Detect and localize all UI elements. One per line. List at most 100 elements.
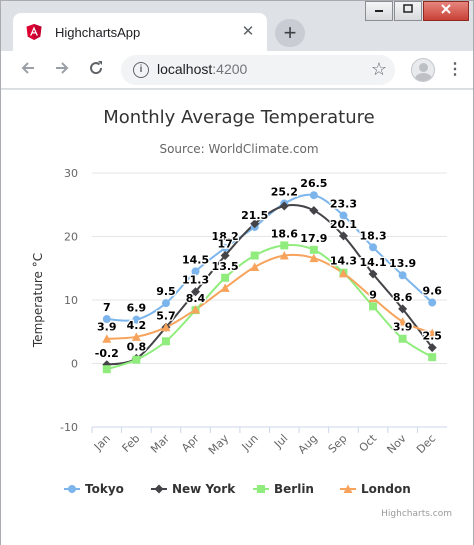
data-point-london[interactable]	[309, 253, 319, 263]
data-point-new-york[interactable]	[309, 205, 319, 215]
data-label: 3.9	[393, 321, 413, 334]
x-tick-label: Apr	[179, 432, 202, 455]
data-label: 14.1	[359, 256, 386, 269]
chart-subtitle: Source: WorldClimate.com	[159, 142, 318, 156]
x-tick-label: Mar	[148, 432, 172, 456]
legend-symbol[interactable]	[257, 485, 265, 493]
reload-button[interactable]	[85, 59, 107, 81]
legend-symbol[interactable]	[154, 484, 164, 494]
legend-symbol[interactable]	[68, 485, 76, 493]
data-point-new-york[interactable]	[220, 251, 230, 261]
legend-item-london[interactable]: London	[340, 482, 411, 496]
legend-item-new-york[interactable]: New York	[151, 482, 236, 496]
legend-item-berlin[interactable]: Berlin	[253, 482, 314, 496]
data-point-tokyo[interactable]	[398, 271, 407, 280]
data-point-new-york[interactable]	[427, 343, 437, 353]
data-point-london[interactable]	[398, 317, 408, 326]
data-point-london[interactable]	[427, 328, 437, 338]
legend-label: Tokyo	[85, 482, 124, 496]
arrow-left-icon	[21, 62, 34, 74]
data-point-tokyo[interactable]	[191, 267, 200, 276]
forward-button[interactable]	[51, 59, 73, 81]
minimize-button[interactable]	[365, 1, 393, 21]
data-label: 6.9	[127, 302, 147, 315]
y-tick-label: -10	[60, 421, 78, 434]
data-label: 13.5	[212, 260, 239, 273]
data-point-berlin[interactable]	[161, 337, 170, 346]
data-point-london[interactable]	[131, 332, 141, 341]
data-label: 2.5	[422, 330, 442, 343]
data-label: 11.3	[182, 274, 209, 287]
info-icon[interactable]: i	[133, 62, 149, 78]
data-point-london[interactable]	[220, 283, 230, 292]
window-controls	[364, 1, 469, 23]
data-point-berlin[interactable]	[102, 365, 111, 374]
legend-symbol[interactable]	[343, 484, 353, 494]
chart-markers	[102, 191, 437, 374]
data-label: 4.2	[127, 319, 147, 332]
chart-title: Monthly Average Temperature	[103, 107, 374, 128]
data-point-london[interactable]	[338, 268, 348, 278]
data-point-london[interactable]	[368, 293, 378, 303]
data-point-tokyo[interactable]	[161, 299, 170, 308]
maximize-button[interactable]	[394, 1, 422, 21]
data-point-tokyo[interactable]	[102, 315, 111, 324]
data-label: 17	[217, 238, 232, 251]
profile-avatar[interactable]	[411, 58, 435, 82]
data-label: 18.6	[271, 227, 298, 240]
browser-tab[interactable]: HighchartsApp ✕	[13, 13, 267, 51]
maximize-icon	[403, 4, 413, 13]
data-point-new-york[interactable]	[368, 269, 378, 279]
data-point-london[interactable]	[102, 334, 112, 343]
data-point-new-york[interactable]	[338, 231, 348, 241]
data-label: -0.2	[95, 347, 119, 360]
arrow-right-icon	[56, 62, 69, 74]
data-point-berlin[interactable]	[369, 302, 378, 311]
data-point-berlin[interactable]	[132, 355, 141, 364]
tab-close-icon[interactable]: ✕	[241, 23, 255, 40]
data-point-london[interactable]	[191, 305, 201, 314]
data-point-new-york[interactable]	[191, 287, 201, 297]
new-tab-button[interactable]: +	[275, 19, 305, 47]
credits-link[interactable]: Highcharts.com	[381, 509, 452, 519]
data-point-berlin[interactable]	[250, 251, 259, 260]
data-point-tokyo[interactable]	[309, 191, 318, 200]
address-bar[interactable]: i localhost:4200 ☆	[121, 55, 395, 85]
browser-toolbar: i localhost:4200 ☆ ⋮	[1, 51, 473, 89]
back-button[interactable]	[17, 59, 39, 81]
data-point-tokyo[interactable]	[369, 243, 378, 252]
y-tick-label: 30	[64, 167, 78, 180]
data-point-berlin[interactable]	[428, 353, 437, 362]
angular-logo-icon	[26, 24, 42, 40]
data-point-berlin[interactable]	[309, 245, 318, 254]
data-point-london[interactable]	[279, 251, 289, 260]
page-content: Monthly Average Temperature Source: Worl…	[1, 90, 473, 545]
chart-container: Monthly Average Temperature Source: Worl…	[31, 107, 452, 519]
data-label: 26.5	[300, 177, 327, 190]
data-point-tokyo[interactable]	[428, 298, 437, 307]
data-point-tokyo[interactable]	[339, 211, 348, 220]
data-label: 17.9	[300, 232, 327, 245]
data-point-new-york[interactable]	[250, 219, 260, 229]
url-port: :4200	[212, 61, 248, 77]
y-tick-label: 10	[64, 294, 78, 307]
data-point-berlin[interactable]	[221, 273, 230, 282]
bookmark-star-icon[interactable]: ☆	[370, 59, 387, 79]
chart-legend: Tokyo New York Berlin London	[64, 482, 411, 496]
data-point-tokyo[interactable]	[221, 243, 230, 252]
data-point-tokyo[interactable]	[132, 315, 141, 324]
url-text[interactable]: localhost:4200	[157, 61, 247, 77]
legend-item-tokyo[interactable]: Tokyo	[64, 482, 124, 496]
data-point-london[interactable]	[161, 322, 171, 332]
data-label: 23.3	[330, 198, 357, 211]
data-point-new-york[interactable]	[279, 201, 289, 211]
close-window-button[interactable]	[423, 1, 469, 21]
menu-icon[interactable]: ⋮	[447, 61, 463, 78]
x-axis-labels: Jan Feb Mar Apr May Jun Jul Aug Sep Oct Nov Dec	[91, 427, 438, 457]
data-point-berlin[interactable]	[398, 334, 407, 343]
data-point-london[interactable]	[250, 262, 260, 271]
data-point-new-york[interactable]	[398, 304, 408, 314]
avatar-body	[415, 73, 432, 81]
data-point-berlin[interactable]	[280, 241, 289, 250]
